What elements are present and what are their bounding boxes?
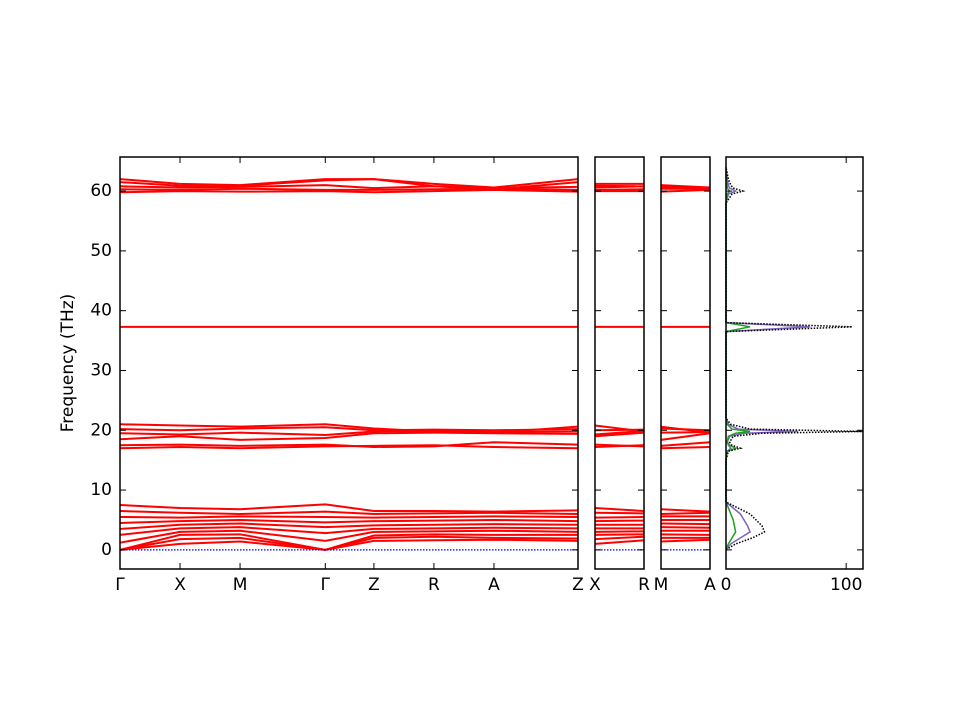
band <box>594 519 645 523</box>
band <box>119 526 579 536</box>
band <box>119 529 579 544</box>
band <box>660 425 711 434</box>
band <box>119 538 579 551</box>
x-tick-label: X <box>589 575 601 595</box>
band <box>660 522 711 526</box>
y-tick-label: 20 <box>90 420 112 440</box>
x-tick-label: 0 <box>721 575 732 595</box>
band <box>594 530 645 533</box>
band <box>119 515 579 519</box>
y-tick-label: 10 <box>90 480 112 500</box>
x-tick-label: M <box>654 575 669 595</box>
band <box>594 511 645 515</box>
panel-frame <box>660 156 711 570</box>
x-tick-label: Γ <box>115 575 125 595</box>
band <box>119 441 579 449</box>
dos-curve <box>725 167 864 551</box>
band <box>119 503 579 513</box>
band <box>594 539 645 545</box>
panel-frame <box>119 156 579 570</box>
band <box>119 509 579 515</box>
x-tick-label: Γ <box>321 575 331 595</box>
band <box>594 443 645 448</box>
band <box>594 424 645 433</box>
band <box>660 508 711 513</box>
band <box>660 188 711 193</box>
band <box>594 188 645 191</box>
band <box>660 526 711 529</box>
band <box>119 178 579 189</box>
band <box>660 432 711 441</box>
x-tick-label: R <box>428 575 440 595</box>
panel-frame <box>725 156 864 570</box>
band <box>660 184 711 189</box>
x-tick-label: A <box>704 575 716 595</box>
x-tick-label: M <box>233 575 248 595</box>
panel-frame <box>594 156 645 570</box>
x-tick-label: Z <box>368 575 380 595</box>
y-axis-label: Frequency (THz) <box>58 294 78 433</box>
dos-curve <box>725 167 751 551</box>
band <box>594 184 645 188</box>
band <box>660 441 711 447</box>
y-tick-label: 0 <box>101 540 112 560</box>
band <box>660 533 711 536</box>
band <box>660 538 711 543</box>
band <box>119 535 579 551</box>
x-tick-label: X <box>174 575 186 595</box>
dos-curve <box>725 167 811 551</box>
band <box>594 515 645 519</box>
band <box>119 522 579 530</box>
y-tick-label: 30 <box>90 360 112 380</box>
band <box>660 446 711 450</box>
band <box>660 511 711 515</box>
x-tick-label: Z <box>572 575 584 595</box>
band <box>594 535 645 541</box>
band <box>594 431 645 438</box>
x-tick-label: A <box>488 575 500 595</box>
y-tick-label: 40 <box>90 301 112 321</box>
band <box>119 188 579 194</box>
y-tick-label: 60 <box>90 181 112 201</box>
x-tick-label: 100 <box>830 575 862 595</box>
band <box>119 533 578 551</box>
band <box>119 518 579 524</box>
band <box>119 426 579 432</box>
x-tick-label: R <box>638 575 650 595</box>
band <box>594 507 645 512</box>
y-tick-label: 50 <box>90 241 112 261</box>
band <box>119 423 579 434</box>
band <box>594 533 645 536</box>
